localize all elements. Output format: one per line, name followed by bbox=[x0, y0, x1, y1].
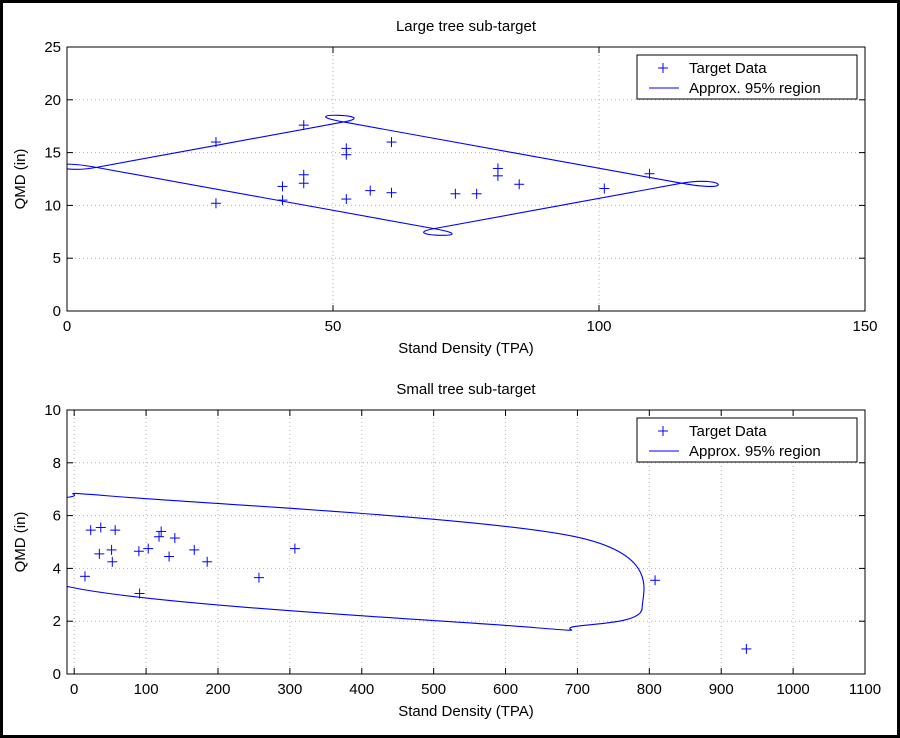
data-point bbox=[599, 183, 610, 194]
small-tree-ticks: 0 100 200 300 400 500 600 700 800 900 1000 1100 0 2 4 6… bbox=[44, 402, 881, 698]
y-tick-label: 2 bbox=[53, 613, 61, 630]
data-point bbox=[471, 188, 482, 199]
data-point bbox=[386, 137, 397, 148]
x-tick-label: 0 bbox=[70, 681, 78, 698]
y-tick-label: 5 bbox=[53, 250, 61, 267]
data-point bbox=[298, 120, 309, 131]
small-tree-axes: 0 100 200 300 400 500 600 700 800 900 1000 1100 0 2 4 6… bbox=[12, 381, 881, 720]
legend-entry-region: Approx. 95% region bbox=[689, 443, 821, 460]
legend-plus-marker-icon bbox=[658, 426, 668, 436]
data-point bbox=[289, 543, 300, 554]
data-point bbox=[156, 526, 167, 537]
data-point bbox=[341, 149, 352, 160]
large-tree-region bbox=[67, 114, 719, 236]
y-tick-label: 4 bbox=[53, 560, 61, 577]
data-point bbox=[253, 572, 264, 583]
large-tree-ticks: 0 50 100 150 0 5 10 15 20 25 bbox=[44, 39, 877, 335]
x-tick-label: 500 bbox=[421, 681, 446, 698]
legend-plus-marker-icon bbox=[658, 63, 668, 73]
data-point bbox=[514, 179, 525, 190]
data-point bbox=[277, 181, 288, 192]
data-point bbox=[450, 188, 461, 199]
data-point bbox=[277, 195, 288, 206]
large-tree-y-axis-label: QMD (in) bbox=[12, 149, 29, 210]
x-tick-label: 900 bbox=[709, 681, 734, 698]
y-tick-label: 8 bbox=[53, 455, 61, 472]
data-point bbox=[143, 543, 154, 554]
x-tick-label: 50 bbox=[325, 318, 342, 335]
large-tree-legend: Target Data Approx. 95% region bbox=[636, 54, 858, 100]
x-tick-label: 1000 bbox=[776, 681, 809, 698]
data-point bbox=[202, 556, 213, 567]
data-point bbox=[110, 525, 121, 536]
figure-window: 0 50 100 150 0 5 10 15 20 25 Large tree sub-targe… bbox=[3, 3, 897, 735]
x-tick-label: 1100 bbox=[849, 681, 881, 698]
region-ellipse bbox=[67, 114, 719, 236]
small-tree-legend: Target Data Approx. 95% region bbox=[636, 417, 858, 463]
data-point bbox=[134, 588, 145, 599]
data-point bbox=[298, 169, 309, 180]
data-point bbox=[107, 556, 118, 567]
x-tick-label: 400 bbox=[349, 681, 374, 698]
small-tree-points bbox=[79, 522, 752, 654]
x-tick-label: 150 bbox=[852, 318, 877, 335]
data-point bbox=[492, 170, 503, 181]
data-point bbox=[341, 194, 352, 205]
data-point bbox=[106, 544, 117, 555]
y-tick-label: 20 bbox=[44, 92, 61, 109]
data-point bbox=[644, 168, 655, 179]
data-point bbox=[95, 522, 106, 533]
data-point bbox=[94, 548, 105, 559]
x-tick-label: 600 bbox=[493, 681, 518, 698]
y-tick-label: 0 bbox=[53, 303, 61, 320]
small-tree-title: Small tree sub-target bbox=[396, 381, 536, 398]
data-point bbox=[85, 525, 96, 536]
region-ellipse bbox=[67, 492, 645, 631]
large-tree-x-axis-label: Stand Density (TPA) bbox=[398, 340, 534, 357]
data-point bbox=[154, 531, 165, 542]
data-point bbox=[741, 643, 752, 654]
x-tick-label: 700 bbox=[565, 681, 590, 698]
y-tick-label: 25 bbox=[44, 39, 61, 56]
data-point bbox=[133, 546, 144, 557]
data-point bbox=[298, 178, 309, 189]
data-point bbox=[189, 544, 200, 555]
y-tick-label: 10 bbox=[44, 197, 61, 214]
y-tick-label: 15 bbox=[44, 145, 61, 162]
x-tick-label: 300 bbox=[277, 681, 302, 698]
x-tick-label: 100 bbox=[134, 681, 159, 698]
data-point bbox=[650, 575, 661, 586]
x-tick-label: 200 bbox=[205, 681, 230, 698]
large-tree-title: Large tree sub-target bbox=[396, 18, 537, 35]
y-tick-label: 0 bbox=[53, 666, 61, 683]
y-tick-label: 6 bbox=[53, 508, 61, 525]
legend-entry-region: Approx. 95% region bbox=[689, 80, 821, 97]
small-tree-x-axis-label: Stand Density (TPA) bbox=[398, 703, 534, 720]
x-tick-label: 800 bbox=[637, 681, 662, 698]
large-tree-axes: 0 50 100 150 0 5 10 15 20 25 Large tree sub-targe… bbox=[12, 18, 878, 357]
small-tree-region bbox=[67, 492, 645, 631]
data-point bbox=[386, 187, 397, 198]
data-point bbox=[79, 571, 90, 582]
y-tick-label: 10 bbox=[44, 402, 61, 419]
x-tick-label: 0 bbox=[63, 318, 71, 335]
small-tree-y-axis-label: QMD (in) bbox=[12, 512, 29, 573]
data-point bbox=[210, 198, 221, 209]
data-point bbox=[365, 185, 376, 196]
large-tree-points bbox=[210, 120, 655, 209]
legend-entry-target-data: Target Data bbox=[689, 60, 767, 77]
data-point bbox=[164, 551, 175, 562]
data-point bbox=[169, 533, 180, 544]
x-tick-label: 100 bbox=[586, 318, 611, 335]
data-point bbox=[210, 137, 221, 148]
legend-entry-target-data: Target Data bbox=[689, 423, 767, 440]
large-tree-grid bbox=[67, 47, 865, 311]
